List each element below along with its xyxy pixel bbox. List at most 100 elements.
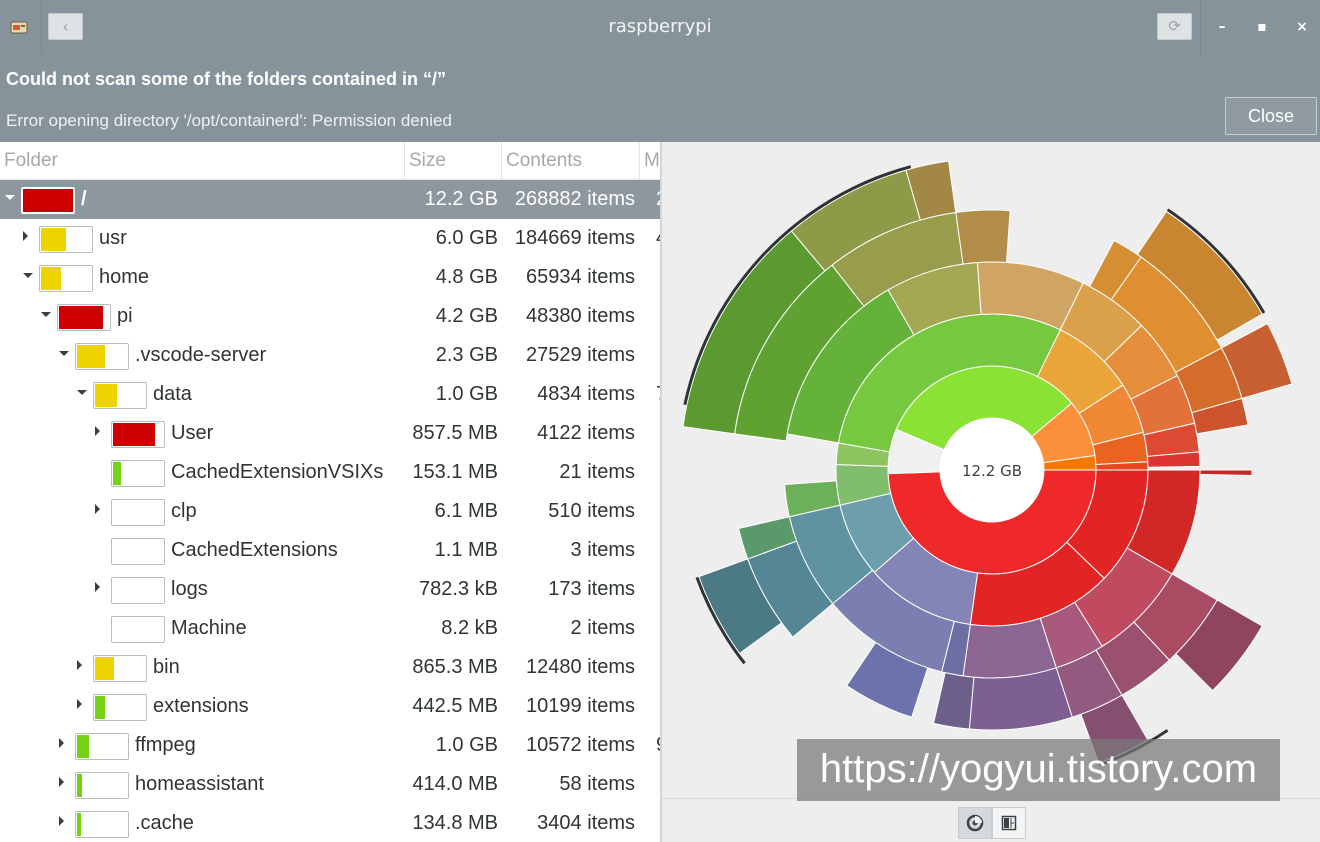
expander-collapsed-icon[interactable] [95,582,100,592]
table-row[interactable]: clp 6.1 MB 510 items [0,492,660,531]
pane-splitter[interactable] [660,142,662,842]
folder-size: 857.5 MB [412,422,498,444]
table-row[interactable]: homeassistant 414.0 MB 58 items [0,765,660,804]
ring-segment[interactable] [845,641,929,718]
expander-collapsed-icon[interactable] [77,660,82,670]
ring-segment[interactable] [1146,451,1201,468]
expander-collapsed-icon[interactable] [77,699,82,709]
rings-chart-icon[interactable] [958,807,992,839]
expander-collapsed-icon[interactable] [95,504,100,514]
reload-button[interactable]: ⟳ [1157,13,1192,40]
ring-segment[interactable] [955,209,1011,265]
usage-bar [75,343,129,370]
table-row[interactable]: .cache 134.8 MB 3404 items [0,804,660,842]
folder-contents: 268882 items [514,188,635,210]
usage-bar [111,421,165,448]
folder-name: pi [117,305,133,327]
folder-contents: 4834 items [537,383,635,405]
usage-bar [93,694,147,721]
table-row[interactable]: CachedExtensionVSIXs 153.1 MB 21 items [0,453,660,492]
table-row[interactable]: CachedExtensions 1.1 MB 3 items [0,531,660,570]
disk-usage-app-icon [10,21,28,34]
maximize-button[interactable]: ▪ [1257,19,1267,35]
usage-bar [111,577,165,604]
expander-expanded-icon[interactable] [41,312,51,317]
expander-collapsed-icon[interactable] [59,777,64,787]
usage-bar [39,265,93,292]
ring-center[interactable] [940,418,1044,522]
error-heading: Could not scan some of the folders conta… [6,69,447,89]
infobar-close-button[interactable]: Close [1225,97,1317,135]
usage-bar [39,226,93,253]
folder-contents: 58 items [559,773,635,795]
table-row[interactable]: ffmpeg 1.0 GB 10572 items 9 [0,726,660,765]
ring-segment[interactable] [962,617,1057,679]
ring-segment[interactable] [738,516,798,560]
expander-collapsed-icon[interactable] [59,738,64,748]
folder-contents: 65934 items [526,266,635,288]
table-row[interactable]: extensions 442.5 MB 10199 items [0,687,660,726]
ring-segment[interactable] [905,160,957,221]
folder-name: data [153,383,192,405]
table-row[interactable]: usr 6.0 GB 184669 items 4 [0,219,660,258]
ring-overflow-edge [683,221,800,406]
usage-bar [21,187,75,214]
watermark: https://yogyui.tistory.com [797,739,1280,801]
column-header-folder[interactable]: Folder [0,142,405,180]
folder-size: 4.8 GB [435,266,498,288]
table-row[interactable]: .vscode-server 2.3 GB 27529 items [0,336,660,375]
folder-contents: 48380 items [526,305,635,327]
ring-segment[interactable] [1199,469,1253,476]
ring-segment[interactable] [698,558,783,655]
folder-name: logs [171,578,208,600]
title-bar: ‹ raspberrypi ⟳ – ▪ × [0,0,1320,55]
ring-segment[interactable] [932,672,975,730]
window-close-button[interactable]: × [1296,19,1308,35]
table-row[interactable]: / 12.2 GB 268882 items 2 [0,180,660,219]
expander-collapsed-icon[interactable] [59,816,64,826]
folder-name: homeassistant [135,773,264,795]
folder-tree[interactable]: Folder Size Contents M / 12.2 GB 268882 it… [0,142,660,842]
folder-size: 1.0 GB [435,734,498,756]
ring-segment[interactable] [783,480,841,518]
column-header-size[interactable]: Size [405,142,502,180]
rings-chart-pane[interactable]: 12.2 GB [662,142,1320,798]
column-header-contents[interactable]: Contents [502,142,640,180]
folder-name: CachedExtensionVSIXs [171,461,384,483]
treemap-chart-icon[interactable] [992,807,1026,839]
folder-name: Machine [171,617,247,639]
folder-modified: 2 [656,188,660,211]
expander-expanded-icon[interactable] [59,351,69,356]
folder-name: bin [153,656,180,678]
table-row[interactable]: pi 4.2 GB 48380 items [0,297,660,336]
table-row[interactable]: home 4.8 GB 65934 items [0,258,660,297]
folder-modified: 7 [656,383,660,406]
ring-overflow-edge [797,165,912,224]
rings-chart[interactable]: 12.2 GB [662,142,1320,798]
folder-contents: 27529 items [526,344,635,366]
folder-contents: 10199 items [526,695,635,717]
table-row[interactable]: bin 865.3 MB 12480 items [0,648,660,687]
table-row[interactable]: User 857.5 MB 4122 items [0,414,660,453]
column-header-modified[interactable]: M [640,142,660,180]
folder-name: usr [99,227,127,249]
usage-bar [93,655,147,682]
expander-collapsed-icon[interactable] [95,426,100,436]
expander-expanded-icon[interactable] [23,273,33,278]
folder-contents: 173 items [548,578,635,600]
back-button[interactable]: ‹ [48,13,83,40]
ring-segment[interactable] [1220,322,1293,399]
minimize-button[interactable]: – [1218,19,1226,35]
table-row[interactable]: logs 782.3 kB 173 items [0,570,660,609]
folder-contents: 3404 items [537,812,635,834]
table-row[interactable]: data 1.0 GB 4834 items 7 [0,375,660,414]
ring-segment[interactable] [1136,210,1263,341]
expander-collapsed-icon[interactable] [23,231,28,241]
expander-expanded-icon[interactable] [77,390,87,395]
ring-segment[interactable] [1191,397,1249,435]
folder-size: 442.5 MB [412,695,498,717]
table-row[interactable]: Machine 8.2 kB 2 items [0,609,660,648]
folder-size: 134.8 MB [412,812,498,834]
ring-segment[interactable] [1175,599,1263,692]
expander-expanded-icon[interactable] [5,195,15,200]
